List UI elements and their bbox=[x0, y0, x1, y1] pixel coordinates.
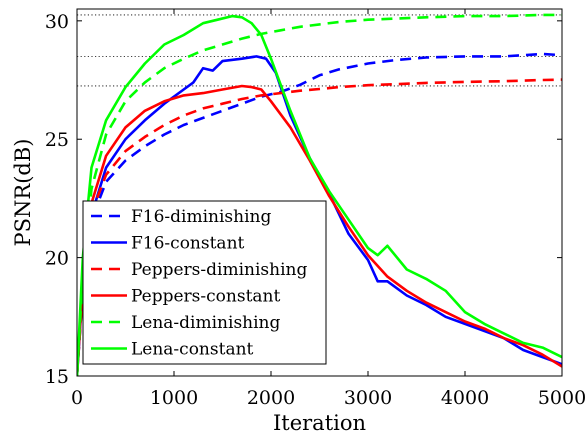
x-tick-label: 1000 bbox=[150, 387, 198, 409]
y-axis-label: PSNR(dB) bbox=[11, 139, 35, 247]
legend: F16-diminishing F16-constant Peppers-dimin… bbox=[82, 200, 327, 365]
legend-label-f16-diminishing: F16-diminishing bbox=[131, 207, 271, 227]
legend-label-lena-constant: Lena-constant bbox=[131, 340, 254, 360]
y-axis-ticks: 15 20 25 30 bbox=[45, 11, 562, 388]
x-tick-label: 5000 bbox=[538, 387, 586, 409]
y-tick-label: 20 bbox=[45, 248, 69, 270]
x-tick-label: 2000 bbox=[247, 387, 295, 409]
plot-frame bbox=[76, 8, 563, 377]
legend-label-lena-diminishing: Lena-diminishing bbox=[131, 313, 280, 333]
series-f16-diminishing bbox=[77, 52, 562, 376]
legend-box bbox=[82, 200, 327, 365]
y-tick-label: 15 bbox=[45, 366, 69, 388]
series-peppers-constant bbox=[77, 84, 562, 376]
x-axis-ticks: 0 1000 2000 3000 4000 5000 bbox=[71, 9, 586, 409]
x-tick-label: 3000 bbox=[344, 387, 392, 409]
legend-label-peppers-constant: Peppers-constant bbox=[131, 287, 280, 307]
series-lena-constant bbox=[77, 14, 562, 376]
y-tick-label: 25 bbox=[45, 129, 69, 151]
series-peppers-diminishing bbox=[77, 78, 562, 376]
y-tick-label: 30 bbox=[45, 11, 69, 33]
x-tick-label: 0 bbox=[71, 387, 83, 409]
x-axis-label: Iteration bbox=[273, 411, 366, 435]
legend-label-peppers-diminishing: Peppers-diminishing bbox=[131, 260, 307, 280]
x-tick-label: 4000 bbox=[441, 387, 489, 409]
legend-label-f16-constant: F16-constant bbox=[131, 234, 245, 254]
series-lines bbox=[77, 13, 562, 376]
